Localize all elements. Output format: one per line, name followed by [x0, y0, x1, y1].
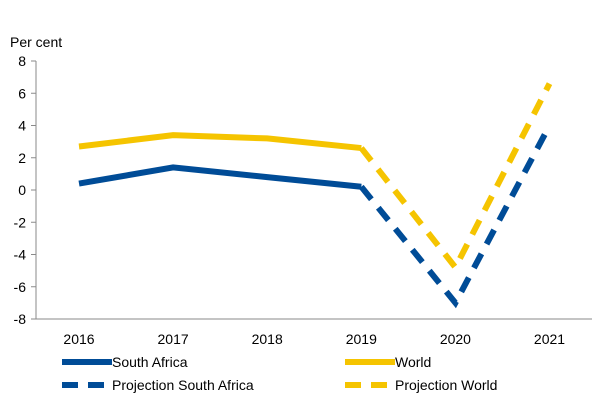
legend-label: Projection South Africa: [112, 377, 254, 393]
x-tick-label: 2019: [346, 331, 377, 347]
legend: South Africa World Projection South Africa…: [62, 354, 497, 393]
series-line-world: [78, 132, 362, 152]
x-tick-label: 2020: [440, 331, 471, 347]
x-tick-label: 2021: [534, 331, 565, 347]
y-tick-label: 4: [18, 118, 26, 134]
y-axis: 8 6 4 2 0 -2 -4 -6 -8: [14, 53, 37, 327]
x-tick-label: 2016: [63, 331, 94, 347]
series-line-projection-world: [358, 82, 553, 273]
y-tick-label: -6: [14, 279, 27, 295]
y-tick-label: 8: [18, 53, 26, 69]
x-axis: 2016 2017 2018 2019 2020 2021: [36, 318, 592, 347]
series-lines: [78, 82, 553, 309]
y-tick-label: 0: [18, 182, 26, 198]
series-line-south-africa: [78, 164, 362, 190]
x-tick-label: 2018: [252, 331, 283, 347]
legend-item: Projection South Africa: [62, 377, 254, 393]
y-tick-label: -8: [14, 311, 27, 327]
x-tick-label: 2017: [158, 331, 189, 347]
y-tick-label: -4: [14, 247, 27, 263]
y-tick-label: -2: [14, 214, 27, 230]
legend-label: World: [395, 354, 431, 370]
legend-label: South Africa: [112, 354, 188, 370]
y-axis-unit-label: Per cent: [10, 34, 62, 50]
series-line-projection-south-africa: [358, 124, 553, 309]
y-tick-label: 2: [18, 150, 26, 166]
y-tick-label: 6: [18, 85, 26, 101]
legend-item: South Africa: [62, 354, 188, 370]
legend-label: Projection World: [395, 377, 497, 393]
legend-item: World: [345, 354, 431, 370]
legend-item: Projection World: [345, 377, 497, 393]
